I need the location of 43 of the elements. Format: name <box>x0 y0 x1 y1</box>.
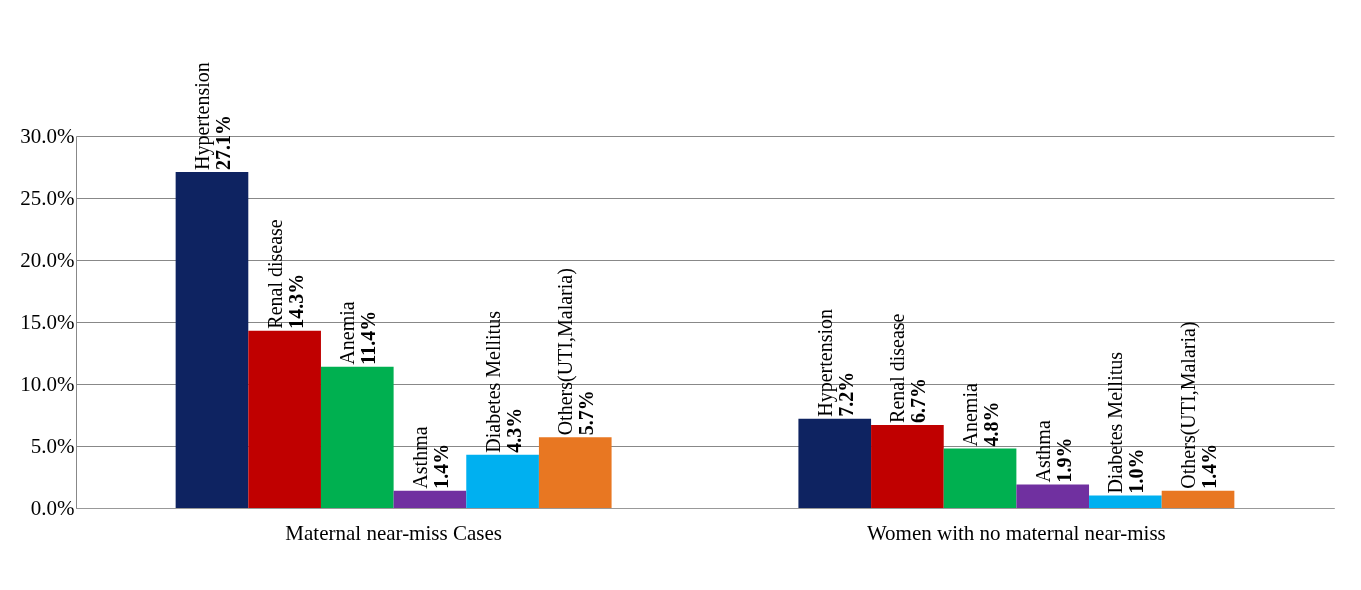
y-tick-label: 25.0% <box>20 185 75 210</box>
bar <box>466 454 539 508</box>
data-label: 14.3% <box>284 273 307 329</box>
data-label: 4.8% <box>980 401 1003 447</box>
data-label: 6.7% <box>907 377 930 423</box>
text: Diabetes Mellitus <box>1104 351 1127 494</box>
text: Diabetes Mellitus <box>481 310 504 453</box>
text: Hypertension <box>813 308 836 417</box>
text: Asthma <box>1031 420 1054 483</box>
data-label: 1.4% <box>429 443 452 489</box>
text: Hypertension <box>190 62 214 170</box>
x-tick-label: Maternal near-miss Cases <box>285 520 502 545</box>
x-tick-label: Women with no maternal near-miss <box>866 520 1166 545</box>
y-tick-label: 20.0% <box>20 247 75 272</box>
text: Others(UTI,Malaria) <box>554 268 578 436</box>
text: Anemia <box>336 301 359 365</box>
bar <box>1016 484 1090 508</box>
bar <box>871 424 944 508</box>
bar <box>1089 495 1162 508</box>
y-tick-label: 15.0% <box>20 309 75 334</box>
bar <box>538 437 612 508</box>
bar <box>943 448 1017 508</box>
y-tick-label: 0.0% <box>30 495 75 520</box>
data-label: 1.9% <box>1052 437 1075 483</box>
y-tick-label: 5.0% <box>30 433 75 458</box>
y-tick-label: 30.0% <box>20 123 75 148</box>
bar <box>798 418 872 508</box>
bar <box>248 330 321 508</box>
text: Renal disease <box>263 219 286 329</box>
bar <box>1161 490 1235 508</box>
bar <box>175 171 249 508</box>
data-label: 11.4% <box>357 310 380 365</box>
bar <box>320 366 394 508</box>
data-label: 1.4% <box>1198 443 1221 489</box>
text: Renal disease <box>886 313 909 423</box>
bar <box>393 490 467 508</box>
text: Asthma <box>408 426 431 489</box>
text: Anemia <box>959 383 982 447</box>
data-label: 5.7% <box>575 390 598 436</box>
data-label: 4.3% <box>502 407 525 453</box>
text: Others(UTI,Malaria) <box>1177 321 1200 489</box>
data-label: 1.0% <box>1125 448 1148 494</box>
y-tick-label: 10.0% <box>20 371 75 396</box>
